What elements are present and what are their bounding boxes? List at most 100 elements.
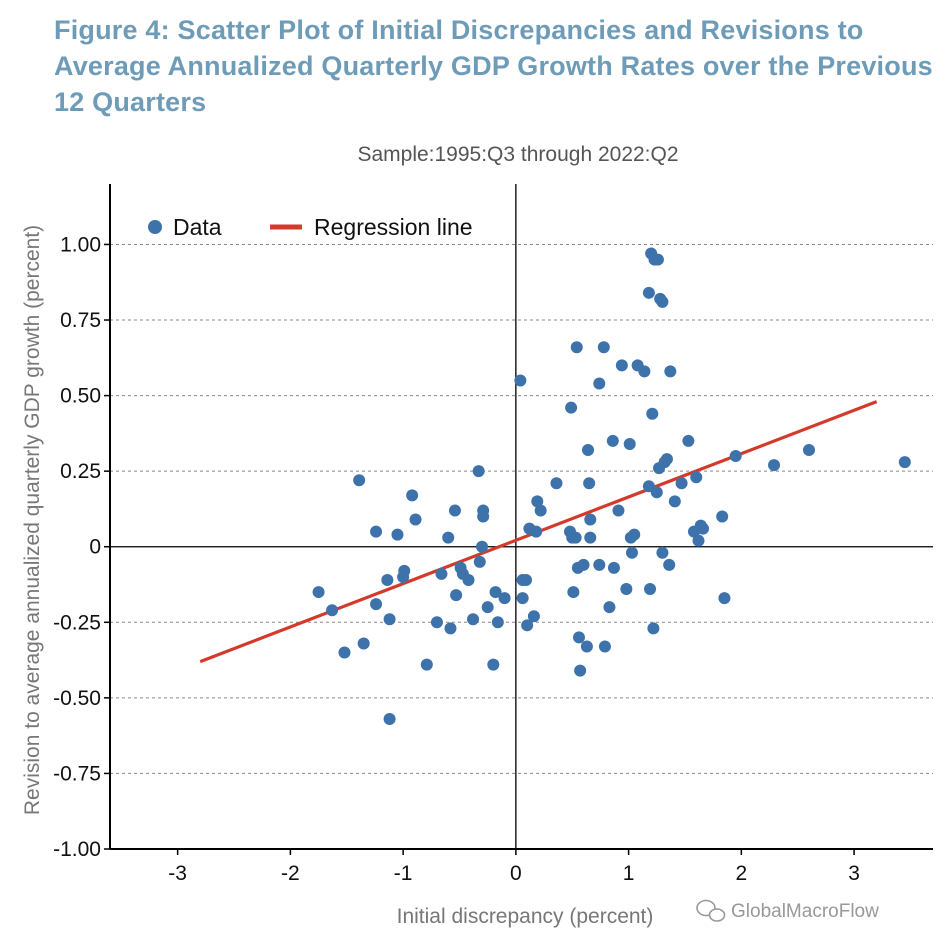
data-point [692,534,705,547]
data-point [682,434,695,447]
data-point [473,555,486,568]
data-point [628,528,641,541]
data-point [668,495,681,508]
y-axis-label: Revision to average annualized quarterly… [21,225,44,815]
y-tick-label: -0.50 [53,687,101,710]
data-point [580,640,593,653]
data-point [598,640,611,653]
legend: Data Regression line [148,214,473,240]
x-tick-label: -1 [394,862,413,885]
data-points [312,247,911,726]
data-point [593,377,606,390]
data-point [718,592,731,605]
x-tick-label: 2 [735,862,747,885]
data-point [527,610,540,623]
data-point [569,531,582,544]
x-tick-label: 0 [510,862,522,885]
x-tick-labels: -3 -2 -1 0 1 2 3 [168,862,860,885]
data-point [487,658,500,671]
data-point [607,561,620,574]
axes [104,184,933,855]
data-point [444,622,457,635]
data-point [663,558,676,571]
data-point [620,583,633,596]
legend-data-marker [148,220,162,234]
data-point [516,592,529,605]
data-point [550,477,563,490]
data-point [603,601,616,614]
data-point [498,592,511,605]
data-point [391,528,404,541]
y-tick-label: 0.75 [60,309,101,332]
legend-data-label: Data [173,214,222,240]
legend-regression-label: Regression line [314,214,473,240]
data-point [442,531,455,544]
x-tick-label: 3 [848,862,860,885]
data-point [370,598,383,611]
x-tick-label: 1 [623,862,635,885]
data-point [656,295,669,308]
data-point [577,558,590,571]
y-tick-label: -0.75 [53,762,101,785]
data-point [898,456,911,469]
data-point [491,616,504,629]
data-point [383,613,396,626]
data-point [650,486,663,499]
data-point [597,341,610,354]
data-point [593,558,606,571]
data-point [664,365,677,378]
y-tick-label: -1.00 [53,838,101,861]
data-point [565,401,578,414]
data-point [625,546,638,559]
data-point [716,510,729,523]
data-point [406,489,419,502]
data-point [450,589,463,602]
data-point [514,374,527,387]
data-point [638,365,651,378]
data-point [660,453,673,466]
data-point [584,513,597,526]
watermark: GlobalMacroFlow [696,899,879,922]
data-point [357,637,370,650]
data-point [675,477,688,490]
data-point [646,407,659,420]
data-point [435,567,448,580]
data-point [383,713,396,726]
x-axis-label: Initial discrepancy (percent) [397,905,654,928]
y-tick-label: 0.25 [60,460,101,483]
data-point [729,450,742,463]
data-point [583,477,596,490]
data-point [476,540,489,553]
data-point [520,573,533,586]
data-point [353,474,366,487]
figure-title: Figure 4: Scatter Plot of Initial Discre… [54,15,933,117]
data-point [697,522,710,535]
data-point [420,658,433,671]
y-tick-label: 0.50 [60,385,101,408]
data-point [338,646,351,659]
data-point [612,504,625,517]
data-point [584,531,597,544]
data-point [606,434,619,447]
data-point [477,504,490,517]
data-point [531,495,544,508]
data-point [381,573,394,586]
data-point [489,586,502,599]
data-point [370,525,383,538]
data-point [572,631,585,644]
y-tick-labels: -1.00 -0.75 -0.50 -0.25 0 0.25 0.50 0.75 1.00 [53,233,101,861]
data-point [647,622,660,635]
y-tick-label: -0.25 [53,611,101,634]
data-point [802,444,815,456]
data-point [312,586,325,599]
data-point [481,601,494,614]
data-point [574,664,587,677]
data-point [430,616,443,629]
data-point [530,525,543,538]
x-tick-label: -3 [168,862,187,885]
data-point [644,583,657,596]
data-point [409,513,422,526]
data-point [651,253,664,266]
data-point [472,465,485,478]
